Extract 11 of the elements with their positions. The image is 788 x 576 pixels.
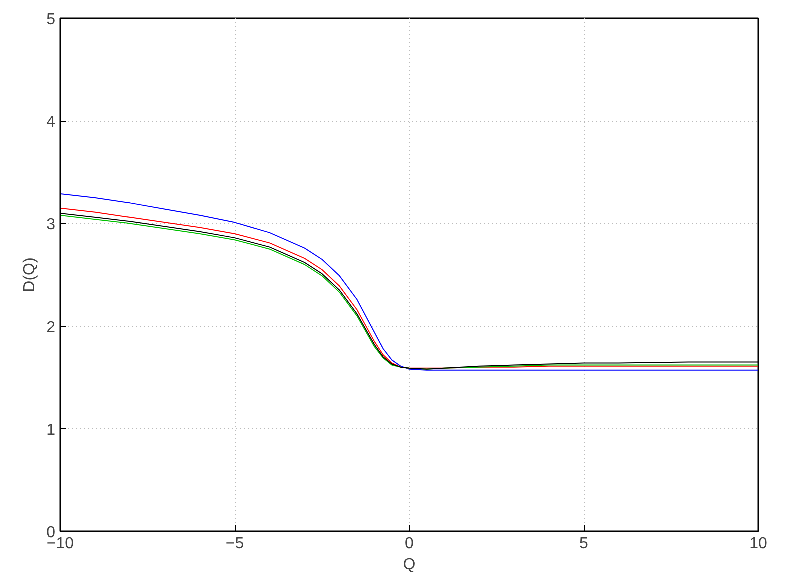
y-tick-label: 5 (46, 12, 56, 28)
y-tick-label: 4 (46, 114, 56, 132)
y-tick-label: 2 (46, 319, 56, 336)
y-axis-title: D(Q) (22, 258, 39, 292)
x-axis-title: Q (403, 556, 416, 574)
x-tick-label: 10 (750, 536, 768, 552)
x-tick-label: 0 (405, 536, 414, 552)
y-tick-label: 1 (46, 422, 56, 439)
x-tick-label: −5 (226, 536, 244, 552)
y-tick-label: 3 (46, 216, 56, 234)
x-tick-label: 5 (580, 536, 589, 552)
